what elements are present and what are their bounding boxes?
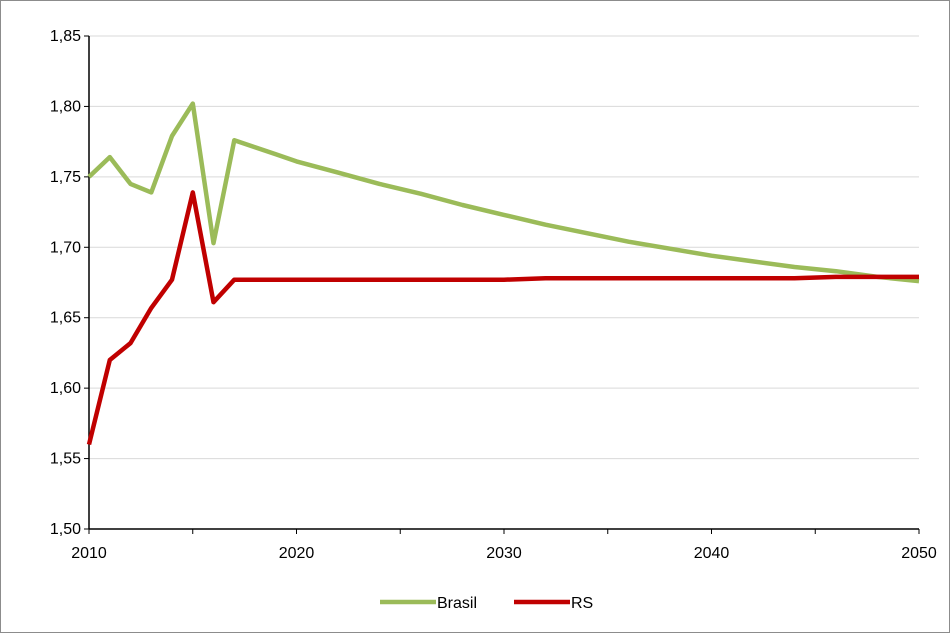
gridlines xyxy=(89,35,919,460)
y-tick-label: 1,50 xyxy=(50,521,81,538)
series-line-rs xyxy=(86,190,919,446)
series-lines xyxy=(86,101,920,446)
x-tick-label: 2010 xyxy=(71,545,107,562)
y-tick-label: 1,65 xyxy=(50,310,81,327)
x-tick-label: 2030 xyxy=(486,545,522,562)
x-tick-label: 2020 xyxy=(279,545,315,562)
legend: Brasil RS xyxy=(380,595,593,612)
legend-label-brasil: Brasil xyxy=(437,595,477,612)
y-tick-label: 1,75 xyxy=(50,169,81,186)
y-tick-label: 1,55 xyxy=(50,451,81,468)
y-tick-label: 1,85 xyxy=(50,28,81,45)
y-tick-label: 1,80 xyxy=(50,98,81,115)
axes: 1,50 1,55 1,60 1,65 1,70 1,75 1,80 1,85 2010 2020… xyxy=(50,28,937,562)
legend-label-rs: RS xyxy=(571,595,593,612)
x-tick-label: 2040 xyxy=(694,545,730,562)
series-line-brasil xyxy=(87,101,920,284)
x-tick-label: 2050 xyxy=(901,545,937,562)
y-tick-label: 1,60 xyxy=(50,380,81,397)
y-tick-label: 1,70 xyxy=(50,239,81,256)
